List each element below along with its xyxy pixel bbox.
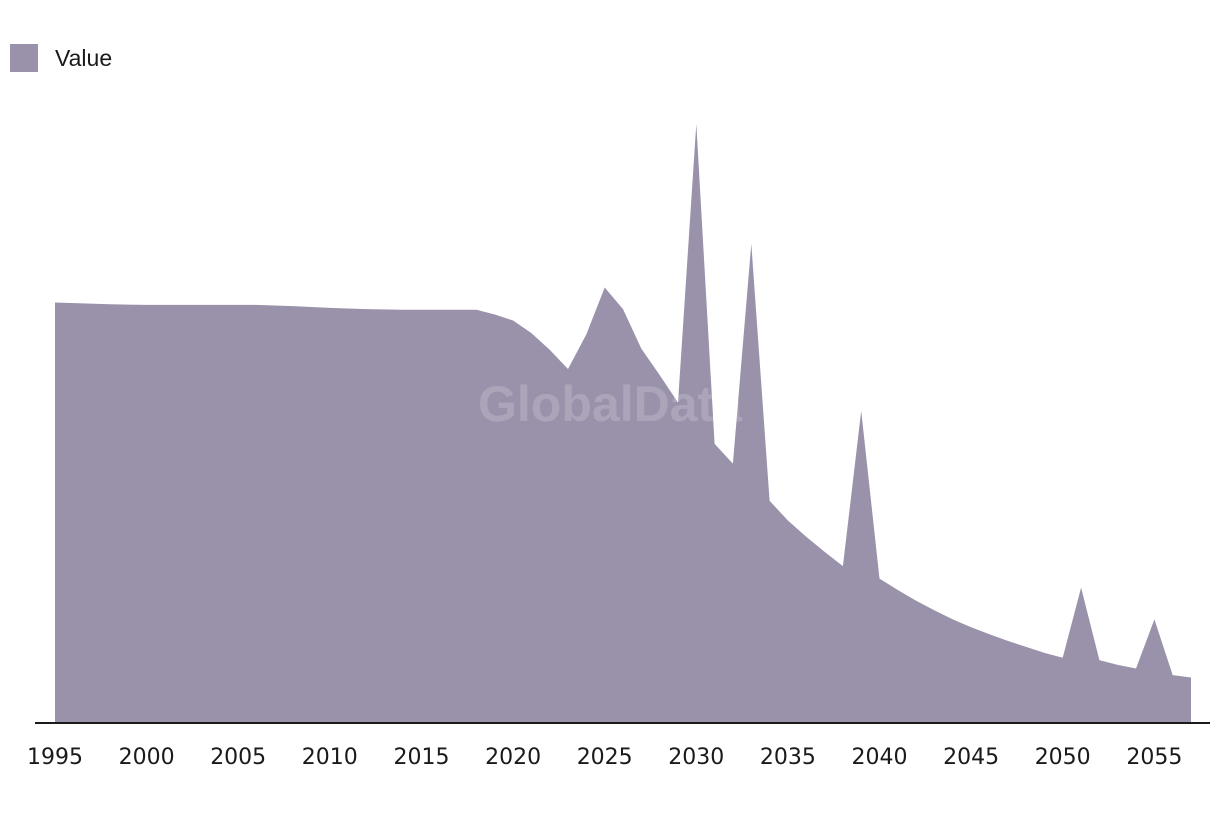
legend: Value bbox=[10, 44, 112, 72]
x-tick-label: 2000 bbox=[119, 745, 175, 770]
x-tick-label: 2030 bbox=[668, 745, 724, 770]
x-tick-label: 2050 bbox=[1035, 745, 1091, 770]
legend-swatch bbox=[10, 44, 38, 72]
x-tick-label: 2005 bbox=[210, 745, 266, 770]
x-tick-label: 2010 bbox=[302, 745, 358, 770]
x-tick-label: 2040 bbox=[852, 745, 908, 770]
x-tick-label: 2025 bbox=[577, 745, 633, 770]
x-tick-label: 2055 bbox=[1126, 745, 1182, 770]
series-area-value bbox=[55, 124, 1191, 723]
x-tick-label: 2045 bbox=[943, 745, 999, 770]
x-tick-label: 2020 bbox=[485, 745, 541, 770]
x-tick-label: 2035 bbox=[760, 745, 816, 770]
x-tick-label: 2015 bbox=[394, 745, 450, 770]
watermark: GlobalData bbox=[478, 376, 743, 432]
area-layer bbox=[55, 124, 1191, 723]
x-tick-label: 1995 bbox=[27, 745, 83, 770]
legend-label: Value bbox=[55, 44, 113, 71]
x-axis-ticks: 1995 2000 2005 2010 2015 2020 2025 2030 2035 2040… bbox=[27, 745, 1182, 770]
